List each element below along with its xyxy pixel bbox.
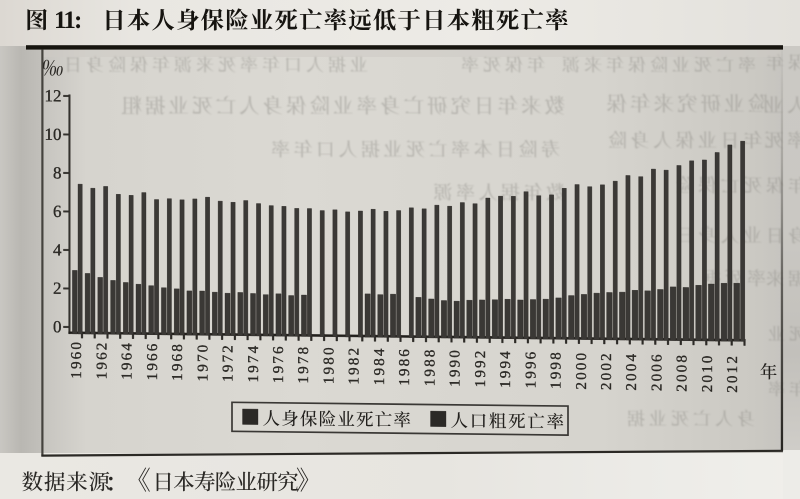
svg-text:1976: 1976 [271, 344, 287, 383]
svg-text:1968: 1968 [170, 342, 186, 381]
svg-text:2004: 2004 [624, 352, 640, 391]
svg-text:1994: 1994 [498, 349, 514, 388]
svg-text:2002: 2002 [599, 351, 615, 390]
svg-text:1974: 1974 [246, 344, 262, 383]
svg-text:1998: 1998 [549, 350, 565, 389]
svg-text:12: 12 [45, 86, 62, 105]
svg-text:0: 0 [53, 317, 61, 336]
svg-text:1996: 1996 [523, 349, 539, 388]
svg-text:1966: 1966 [145, 341, 161, 380]
svg-text:1960: 1960 [69, 340, 85, 379]
svg-text:1988: 1988 [422, 347, 438, 386]
svg-text:10: 10 [45, 125, 62, 144]
svg-text:1992: 1992 [473, 348, 489, 387]
svg-text:4: 4 [53, 240, 62, 259]
svg-text:1970: 1970 [195, 343, 211, 382]
svg-text:1984: 1984 [372, 346, 388, 385]
svg-text:1986: 1986 [397, 347, 413, 386]
svg-text:11:: 11: [54, 7, 81, 34]
svg-text:2008: 2008 [675, 353, 691, 392]
svg-text:2006: 2006 [649, 352, 665, 391]
svg-text:1972: 1972 [221, 343, 237, 382]
svg-text:1990: 1990 [448, 348, 464, 387]
svg-text:2010: 2010 [700, 353, 716, 392]
svg-text:2000: 2000 [574, 351, 590, 390]
svg-text:2012: 2012 [725, 354, 741, 393]
svg-text:8: 8 [53, 163, 61, 182]
svg-text:6: 6 [53, 202, 61, 221]
svg-text:1962: 1962 [94, 340, 110, 379]
svg-text:1980: 1980 [321, 345, 337, 384]
svg-text:1982: 1982 [347, 346, 363, 385]
svg-text:1964: 1964 [120, 341, 136, 380]
svg-text:1978: 1978 [296, 345, 312, 384]
svg-text:2: 2 [53, 279, 61, 298]
